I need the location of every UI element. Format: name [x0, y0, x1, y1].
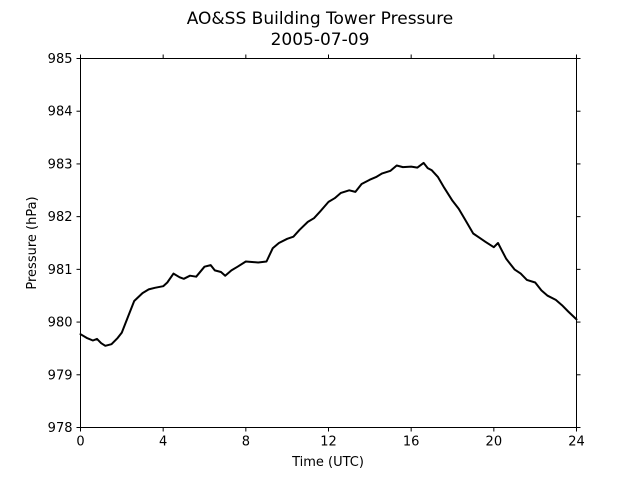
chart-title: AO&SS Building Tower Pressure [187, 9, 454, 29]
x-tick-label: 16 [403, 435, 420, 450]
series-group [79, 161, 578, 347]
x-tick-label: 12 [320, 435, 337, 450]
chart-subtitle: 2005-07-09 [271, 30, 370, 50]
y-tick-label: 980 [48, 316, 73, 331]
x-tick-label: 20 [486, 435, 503, 450]
axis-ticks: 0 4 8 12 16 20 24 978 979 980 981 982 983 984 985 [48, 52, 585, 450]
y-tick-label: 983 [48, 157, 73, 172]
y-tick-label: 982 [48, 210, 73, 225]
pressure-series-line [79, 161, 578, 347]
y-tick-label: 985 [48, 52, 73, 67]
y-tick-label: 981 [48, 263, 73, 278]
x-tick-label: 24 [568, 435, 585, 450]
x-tick-label: 4 [159, 435, 167, 450]
y-axis-label: Pressure (hPa) [25, 196, 40, 289]
x-tick-label: 0 [76, 435, 84, 450]
y-tick-label: 984 [48, 105, 73, 120]
x-axis-label: Time (UTC) [291, 455, 364, 470]
y-tick-label: 979 [48, 368, 73, 383]
x-tick-label: 8 [242, 435, 250, 450]
plot-frame [80, 58, 577, 428]
y-tick-label: 978 [48, 421, 73, 436]
